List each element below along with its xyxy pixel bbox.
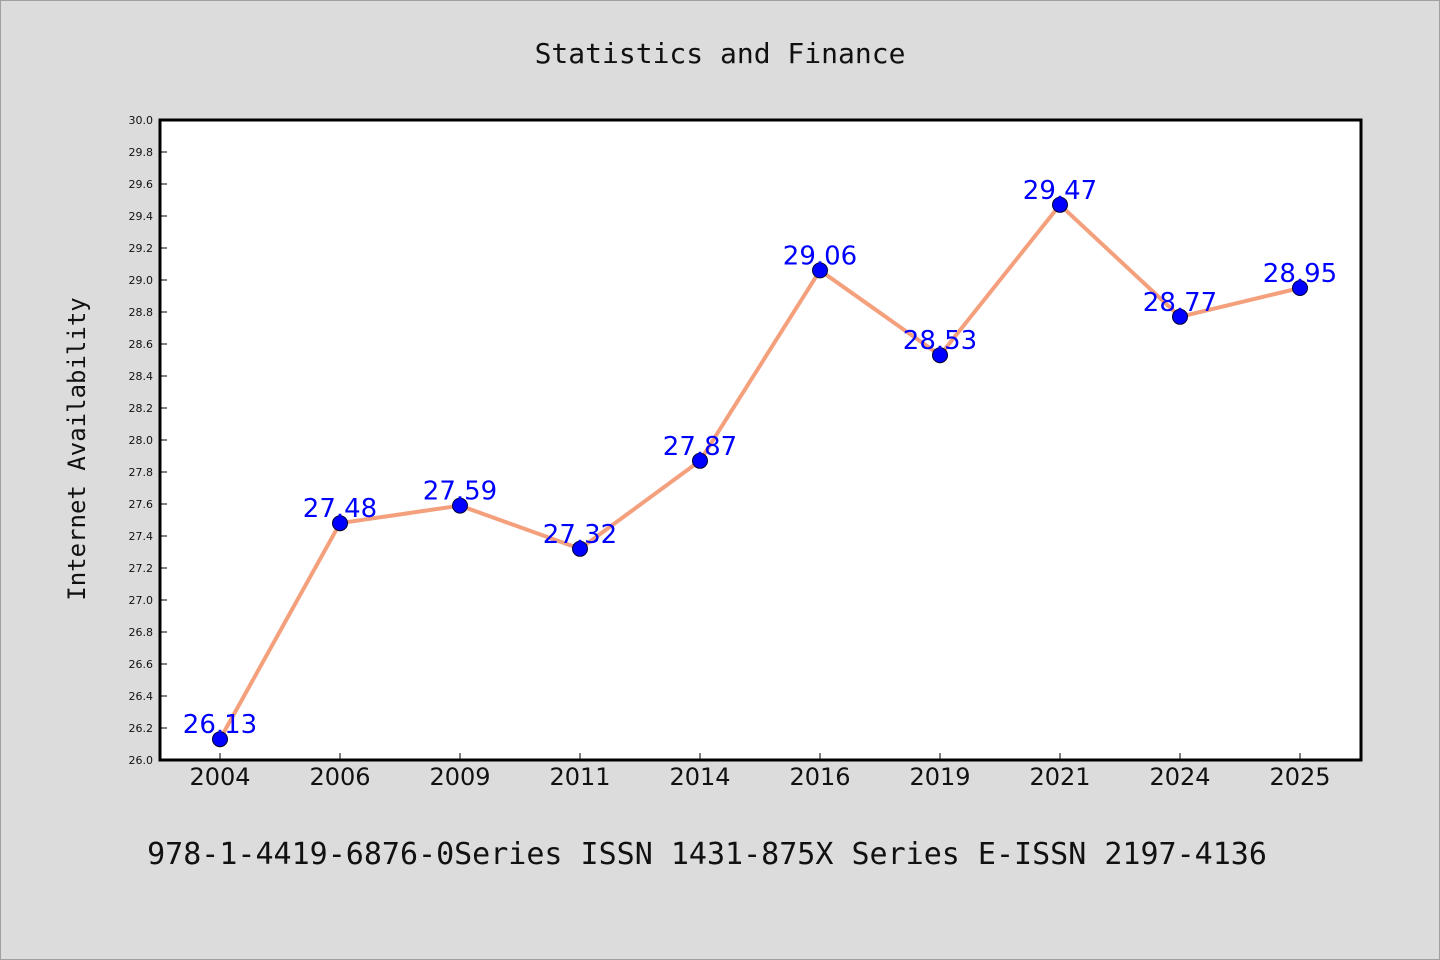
y-tick-label: 27.8 (129, 466, 154, 479)
x-tick-label: 2011 (549, 763, 610, 791)
y-axis-label: Internet Availability (63, 297, 91, 600)
data-point-label: 27.48 (303, 494, 377, 524)
y-tick-label: 26.0 (129, 754, 154, 767)
y-tick-label: 26.6 (129, 658, 154, 671)
data-point-label: 28.53 (903, 326, 977, 356)
data-point-label: 28.77 (1143, 288, 1217, 318)
x-tick-label: 2025 (1269, 763, 1330, 791)
data-point-marker (332, 515, 348, 532)
data-point-label: 28.95 (1263, 259, 1337, 289)
y-tick-label: 29.4 (129, 210, 154, 223)
y-tick-label: 26.4 (129, 690, 154, 703)
x-tick-label: 2014 (669, 763, 730, 791)
data-point-label: 26.13 (183, 710, 257, 740)
x-tick-label: 2004 (189, 763, 250, 791)
x-tick-label: 2009 (429, 763, 490, 791)
data-point-marker (812, 262, 828, 279)
data-point-label: 29.06 (783, 241, 857, 271)
data-point-label: 27.32 (543, 520, 617, 550)
y-tick-label: 28.4 (129, 370, 154, 383)
x-tick-label: 2006 (309, 763, 370, 791)
data-point-marker (212, 731, 228, 748)
footer-isbn-text: 978-1-4419-6876-0Series ISSN 1431-875X S… (147, 837, 1267, 872)
y-tick-label: 29.2 (129, 242, 154, 255)
y-tick-label: 27.6 (129, 498, 154, 511)
y-tick-label: 28.2 (129, 402, 154, 415)
y-tick-label: 30.0 (129, 114, 154, 127)
data-point-marker (1172, 308, 1188, 325)
data-labels: 26.13 27.48 27.59 27.32 27.87 29.06 28.53 29.47… (183, 176, 1337, 740)
x-tick-label: 2016 (789, 763, 850, 791)
series-line-group (218, 202, 1302, 742)
data-point-marker (1292, 280, 1308, 296)
y-tick-label: 28.8 (129, 306, 154, 319)
data-point-label: 29.47 (1023, 176, 1097, 206)
series-line (218, 202, 1302, 742)
plot-area (158, 118, 1363, 762)
data-point-marker (572, 540, 588, 557)
y-tick-label: 26.8 (129, 626, 154, 639)
data-point-marker (932, 347, 948, 364)
y-tick-label: 27.4 (129, 530, 154, 543)
y-tick-label: 27.0 (129, 594, 154, 607)
y-tick-label: 27.2 (129, 562, 154, 575)
data-markers (212, 196, 1308, 748)
data-point-marker (692, 452, 708, 469)
data-point-marker (1052, 196, 1068, 213)
y-tick-label: 28.0 (129, 434, 154, 447)
y-axis-ticks: 26.0 26.2 26.4 26.6 26.8 27.0 27.2 27.4 27.6 27.8… (129, 114, 167, 767)
x-tick-label: 2024 (1149, 763, 1210, 791)
x-tick-label: 2019 (909, 763, 970, 791)
y-tick-label: 26.2 (129, 722, 154, 735)
data-point-marker (452, 497, 468, 514)
y-tick-label: 28.6 (129, 338, 154, 351)
y-tick-label: 29.0 (129, 274, 154, 287)
y-tick-label: 29.8 (129, 146, 154, 159)
data-point-label: 27.59 (423, 477, 497, 507)
data-point-label: 27.87 (663, 432, 737, 462)
y-tick-label: 29.6 (129, 178, 154, 191)
chart-title: Statistics and Finance (535, 37, 906, 70)
x-tick-label: 2021 (1029, 763, 1090, 791)
x-axis-ticks: 2004 2006 2009 2011 2014 2016 2019 2021 2024 2025 (189, 753, 1331, 791)
